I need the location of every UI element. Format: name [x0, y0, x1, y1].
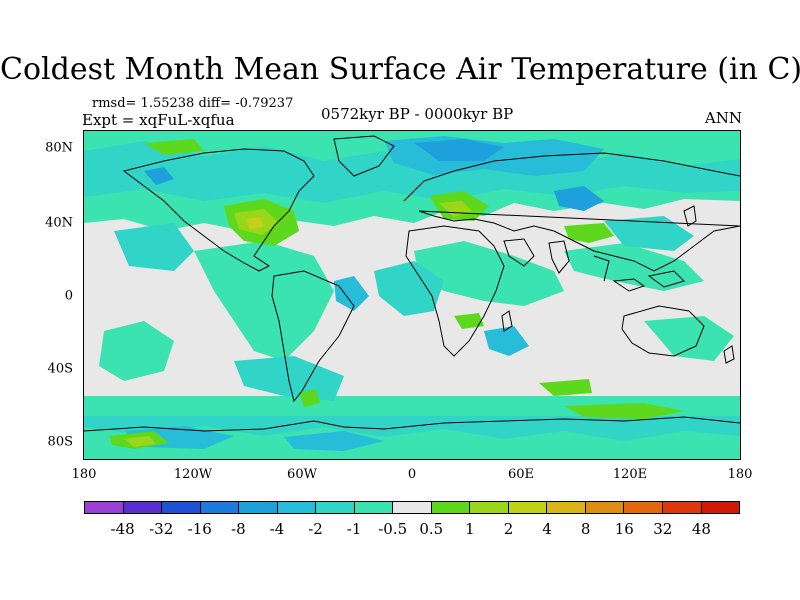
lon-label-180e: 180 [727, 467, 753, 482]
colorbar-swatch [316, 502, 355, 513]
period-label: 0572kyr BP - 0000kyr BP [321, 105, 514, 123]
colorbar-swatch [624, 502, 663, 513]
colorbar-label: -0.5 [378, 520, 408, 538]
warm-regions [124, 201, 472, 447]
colorbar-swatch [701, 502, 740, 513]
colorbar-swatch [354, 502, 394, 513]
colorbar-label: 48 [691, 520, 711, 538]
strong-warm-regions [246, 217, 264, 229]
experiment-label: Expt = xqFuL-xqfua [82, 111, 235, 129]
colorbar-swatch [162, 502, 201, 513]
coastlines [84, 135, 740, 432]
colorbar-label: -32 [149, 520, 174, 538]
colorbar-label: -2 [308, 520, 323, 538]
colorbar-swatch [585, 502, 625, 513]
lon-label-180w: 180 [71, 467, 97, 482]
lon-label-120e: 120E [612, 467, 648, 482]
lon-label-120w: 120W [173, 467, 213, 482]
colorbar-swatch [508, 502, 548, 513]
colorbar-label: 1 [465, 520, 475, 538]
colorbar-label: -1 [346, 520, 362, 538]
colorbar-swatch [662, 502, 702, 513]
season-label: ANN [704, 109, 742, 127]
map-title: Coldest Month Mean Surface Air Temperatu… [0, 52, 800, 87]
lat-label-0: 0 [64, 288, 73, 304]
rmsd-diff-stats: rmsd= 1.55238 diff= -0.79237 [92, 96, 294, 111]
colorbar-label: -4 [269, 520, 285, 538]
colorbar-label: 0.5 [419, 520, 444, 538]
colorbar-swatch [470, 502, 509, 513]
colorbar-label: 8 [580, 520, 591, 538]
colorbar-swatch [547, 502, 586, 513]
colorbar-swatch [393, 502, 432, 513]
colorbar-swatch [431, 502, 471, 513]
colorbar-label: 32 [653, 520, 673, 538]
colorbar-label: 4 [542, 520, 552, 538]
colorbar-label: 16 [614, 520, 634, 538]
colorbar-label: -48 [110, 520, 135, 538]
colorbar-swatch [239, 502, 278, 513]
lon-label-60e: 60E [507, 467, 535, 482]
colorbar [84, 501, 740, 514]
colorbar-label: -8 [231, 520, 246, 538]
lat-label-40s: 40S [47, 361, 73, 377]
colorbar-swatch [85, 502, 124, 513]
colorbar-swatch [123, 502, 163, 513]
lon-label-0: 0 [407, 467, 417, 482]
colorbar-label: -16 [187, 520, 212, 538]
colorbar-swatch [277, 502, 317, 513]
lat-label-40n: 40N [45, 215, 73, 231]
lat-label-80n: 80N [45, 140, 73, 156]
slight-warm-regions [109, 139, 684, 449]
cold-regions [144, 139, 604, 211]
temperature-anomaly-map [83, 130, 741, 460]
colorbar-label: 2 [503, 520, 514, 538]
lon-label-60w: 60W [287, 467, 317, 482]
colorbar-swatch [200, 502, 240, 513]
lat-label-80s: 80S [47, 434, 73, 450]
